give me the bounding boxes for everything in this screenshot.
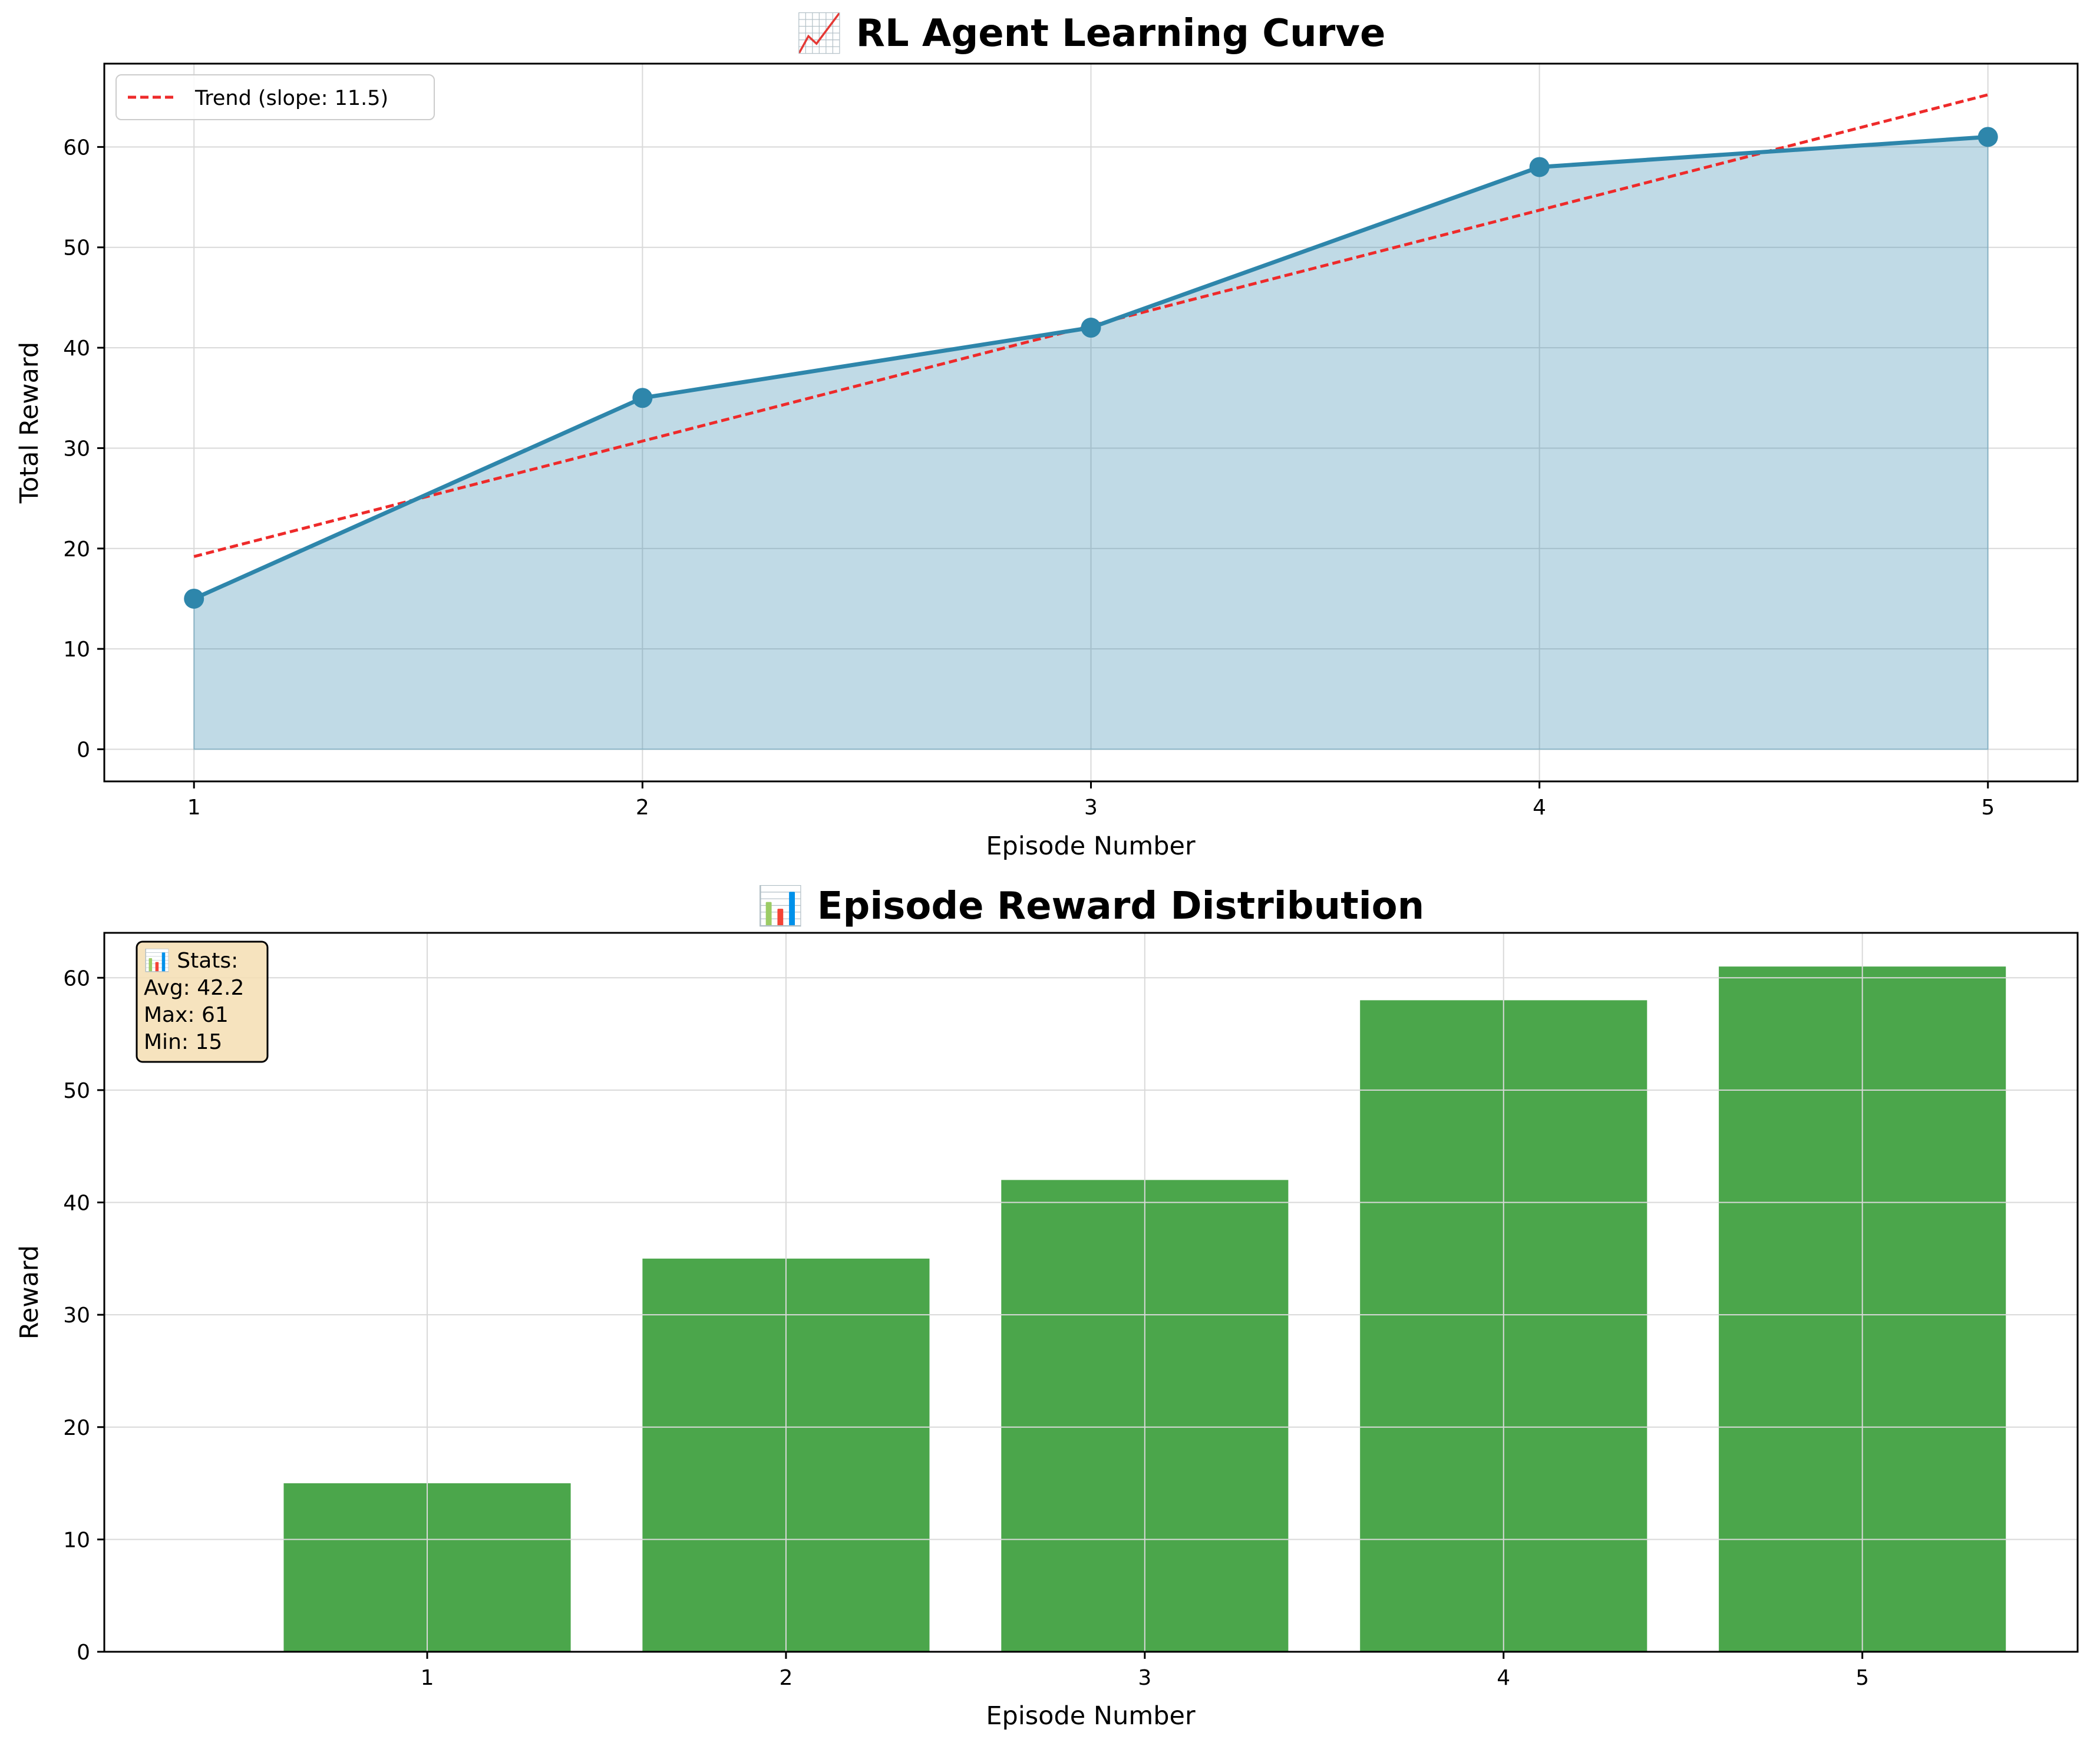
- y-tick-label: 0: [77, 1641, 90, 1665]
- x-tick-label: 2: [779, 1666, 793, 1690]
- data-point: [1977, 127, 1998, 147]
- y-tick-label: 40: [63, 1192, 90, 1216]
- stats-line-min: Min: 15: [144, 1030, 222, 1054]
- x-tick-label: 5: [1981, 796, 1995, 820]
- y-tick-label: 20: [63, 1416, 90, 1440]
- learning-curve-legend: Trend (slope: 11.5): [115, 74, 435, 120]
- reward-distribution-xlabel: Episode Number: [986, 1701, 1196, 1731]
- reward-distribution-frame: [103, 932, 2079, 1653]
- y-tick-label: 10: [63, 1528, 90, 1552]
- y-tick-label: 50: [63, 1079, 90, 1103]
- reward-distribution-title: 📊 Episode Reward Distribution: [757, 885, 1424, 928]
- data-point: [632, 388, 653, 408]
- stats-box: 📊 Stats: Avg: 42.2 Max: 61 Min: 15: [136, 940, 269, 1063]
- x-tick-label: 3: [1138, 1666, 1151, 1690]
- stats-line-title: 📊 Stats:: [144, 948, 238, 973]
- x-tick-label: 1: [421, 1666, 434, 1690]
- reward-distribution-ylabel: Reward: [15, 1245, 44, 1339]
- y-tick-label: 0: [77, 738, 90, 762]
- y-tick-label: 10: [63, 638, 90, 662]
- legend-box: [115, 74, 435, 120]
- learning-curve-grid: [104, 64, 2078, 781]
- reward-distribution-y-ticks: 0 10 20 30 40 50 60: [63, 966, 104, 1665]
- y-tick-label: 30: [63, 437, 90, 461]
- learning-curve-ylabel: Total Reward: [15, 342, 44, 504]
- x-tick-label: 4: [1533, 796, 1546, 820]
- y-tick-label: 60: [63, 136, 90, 160]
- learning-curve-chart: 📈 RL Agent Learning Curve 1 2 3 4 5 0 10 20 30 4…: [15, 12, 2079, 861]
- learning-curve-title: 📈 RL Agent Learning Curve: [796, 12, 1386, 55]
- stats-line-avg: Avg: 42.2: [144, 976, 244, 1000]
- data-point: [1529, 157, 1550, 177]
- x-tick-label: 4: [1497, 1666, 1510, 1690]
- data-point: [184, 588, 204, 609]
- learning-curve-y-ticks: 0 10 20 30 40 50 60: [63, 136, 104, 762]
- x-tick-label: 5: [1855, 1666, 1869, 1690]
- reward-distribution-grid: [104, 933, 2078, 1652]
- learning-curve-x-ticks: 1 2 3 4 5: [187, 781, 1995, 820]
- learning-curve-xlabel: Episode Number: [986, 831, 1196, 861]
- y-tick-label: 20: [63, 537, 90, 562]
- x-tick-label: 1: [187, 796, 201, 820]
- y-tick-label: 30: [63, 1304, 90, 1328]
- stats-box-background: [136, 940, 269, 1063]
- stats-line-max: Max: 61: [144, 1003, 229, 1027]
- learning-curve-points: [184, 127, 1998, 609]
- x-tick-label: 2: [636, 796, 649, 820]
- x-tick-label: 3: [1084, 796, 1098, 820]
- data-point: [1081, 318, 1101, 338]
- reward-distribution-x-ticks: 1 2 3 4 5: [421, 1652, 1869, 1690]
- y-tick-label: 50: [63, 236, 90, 260]
- reward-distribution-chart: 📊 Episode Reward Distribution 1 2 3 4 5 0 10 2…: [15, 885, 2079, 1731]
- y-tick-label: 60: [63, 966, 90, 991]
- y-tick-label: 40: [63, 336, 90, 361]
- legend-trend-label: Trend (slope: 11.5): [194, 87, 388, 110]
